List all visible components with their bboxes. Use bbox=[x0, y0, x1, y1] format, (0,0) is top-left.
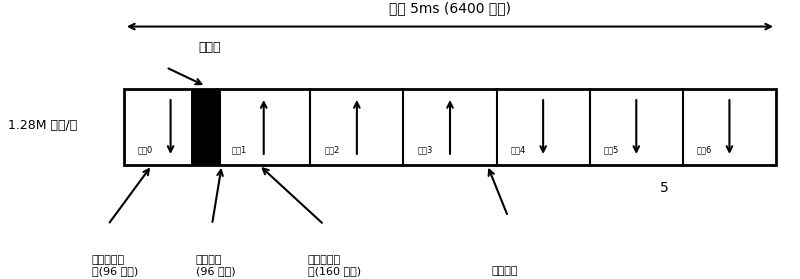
Text: 5: 5 bbox=[660, 181, 668, 195]
Bar bbox=[124, 89, 776, 165]
Bar bbox=[191, 89, 221, 165]
Text: 1.28M 码片/秒: 1.28M 码片/秒 bbox=[8, 119, 78, 132]
Text: 子帧 5ms (6400 码片): 子帧 5ms (6400 码片) bbox=[389, 2, 511, 16]
Text: 时隙间隔
(96 码片): 时隙间隔 (96 码片) bbox=[196, 255, 236, 276]
Text: 时隙4: 时隙4 bbox=[510, 145, 526, 154]
Text: 下行导频时
隙(96 码片): 下行导频时 隙(96 码片) bbox=[92, 255, 138, 276]
Text: 时隙2: 时隙2 bbox=[324, 145, 339, 154]
Text: 时隙3: 时隙3 bbox=[418, 145, 433, 154]
Text: 时隙0: 时隙0 bbox=[138, 145, 154, 154]
Text: 时隙1: 时隙1 bbox=[231, 145, 246, 154]
Text: 转换点: 转换点 bbox=[198, 41, 221, 54]
Text: 转换点、: 转换点、 bbox=[492, 266, 518, 276]
Text: 下行导频时
隙(160 码片): 下行导频时 隙(160 码片) bbox=[308, 255, 361, 276]
Text: 时隙6: 时隙6 bbox=[697, 145, 712, 154]
Text: 时隙5: 时隙5 bbox=[604, 145, 619, 154]
